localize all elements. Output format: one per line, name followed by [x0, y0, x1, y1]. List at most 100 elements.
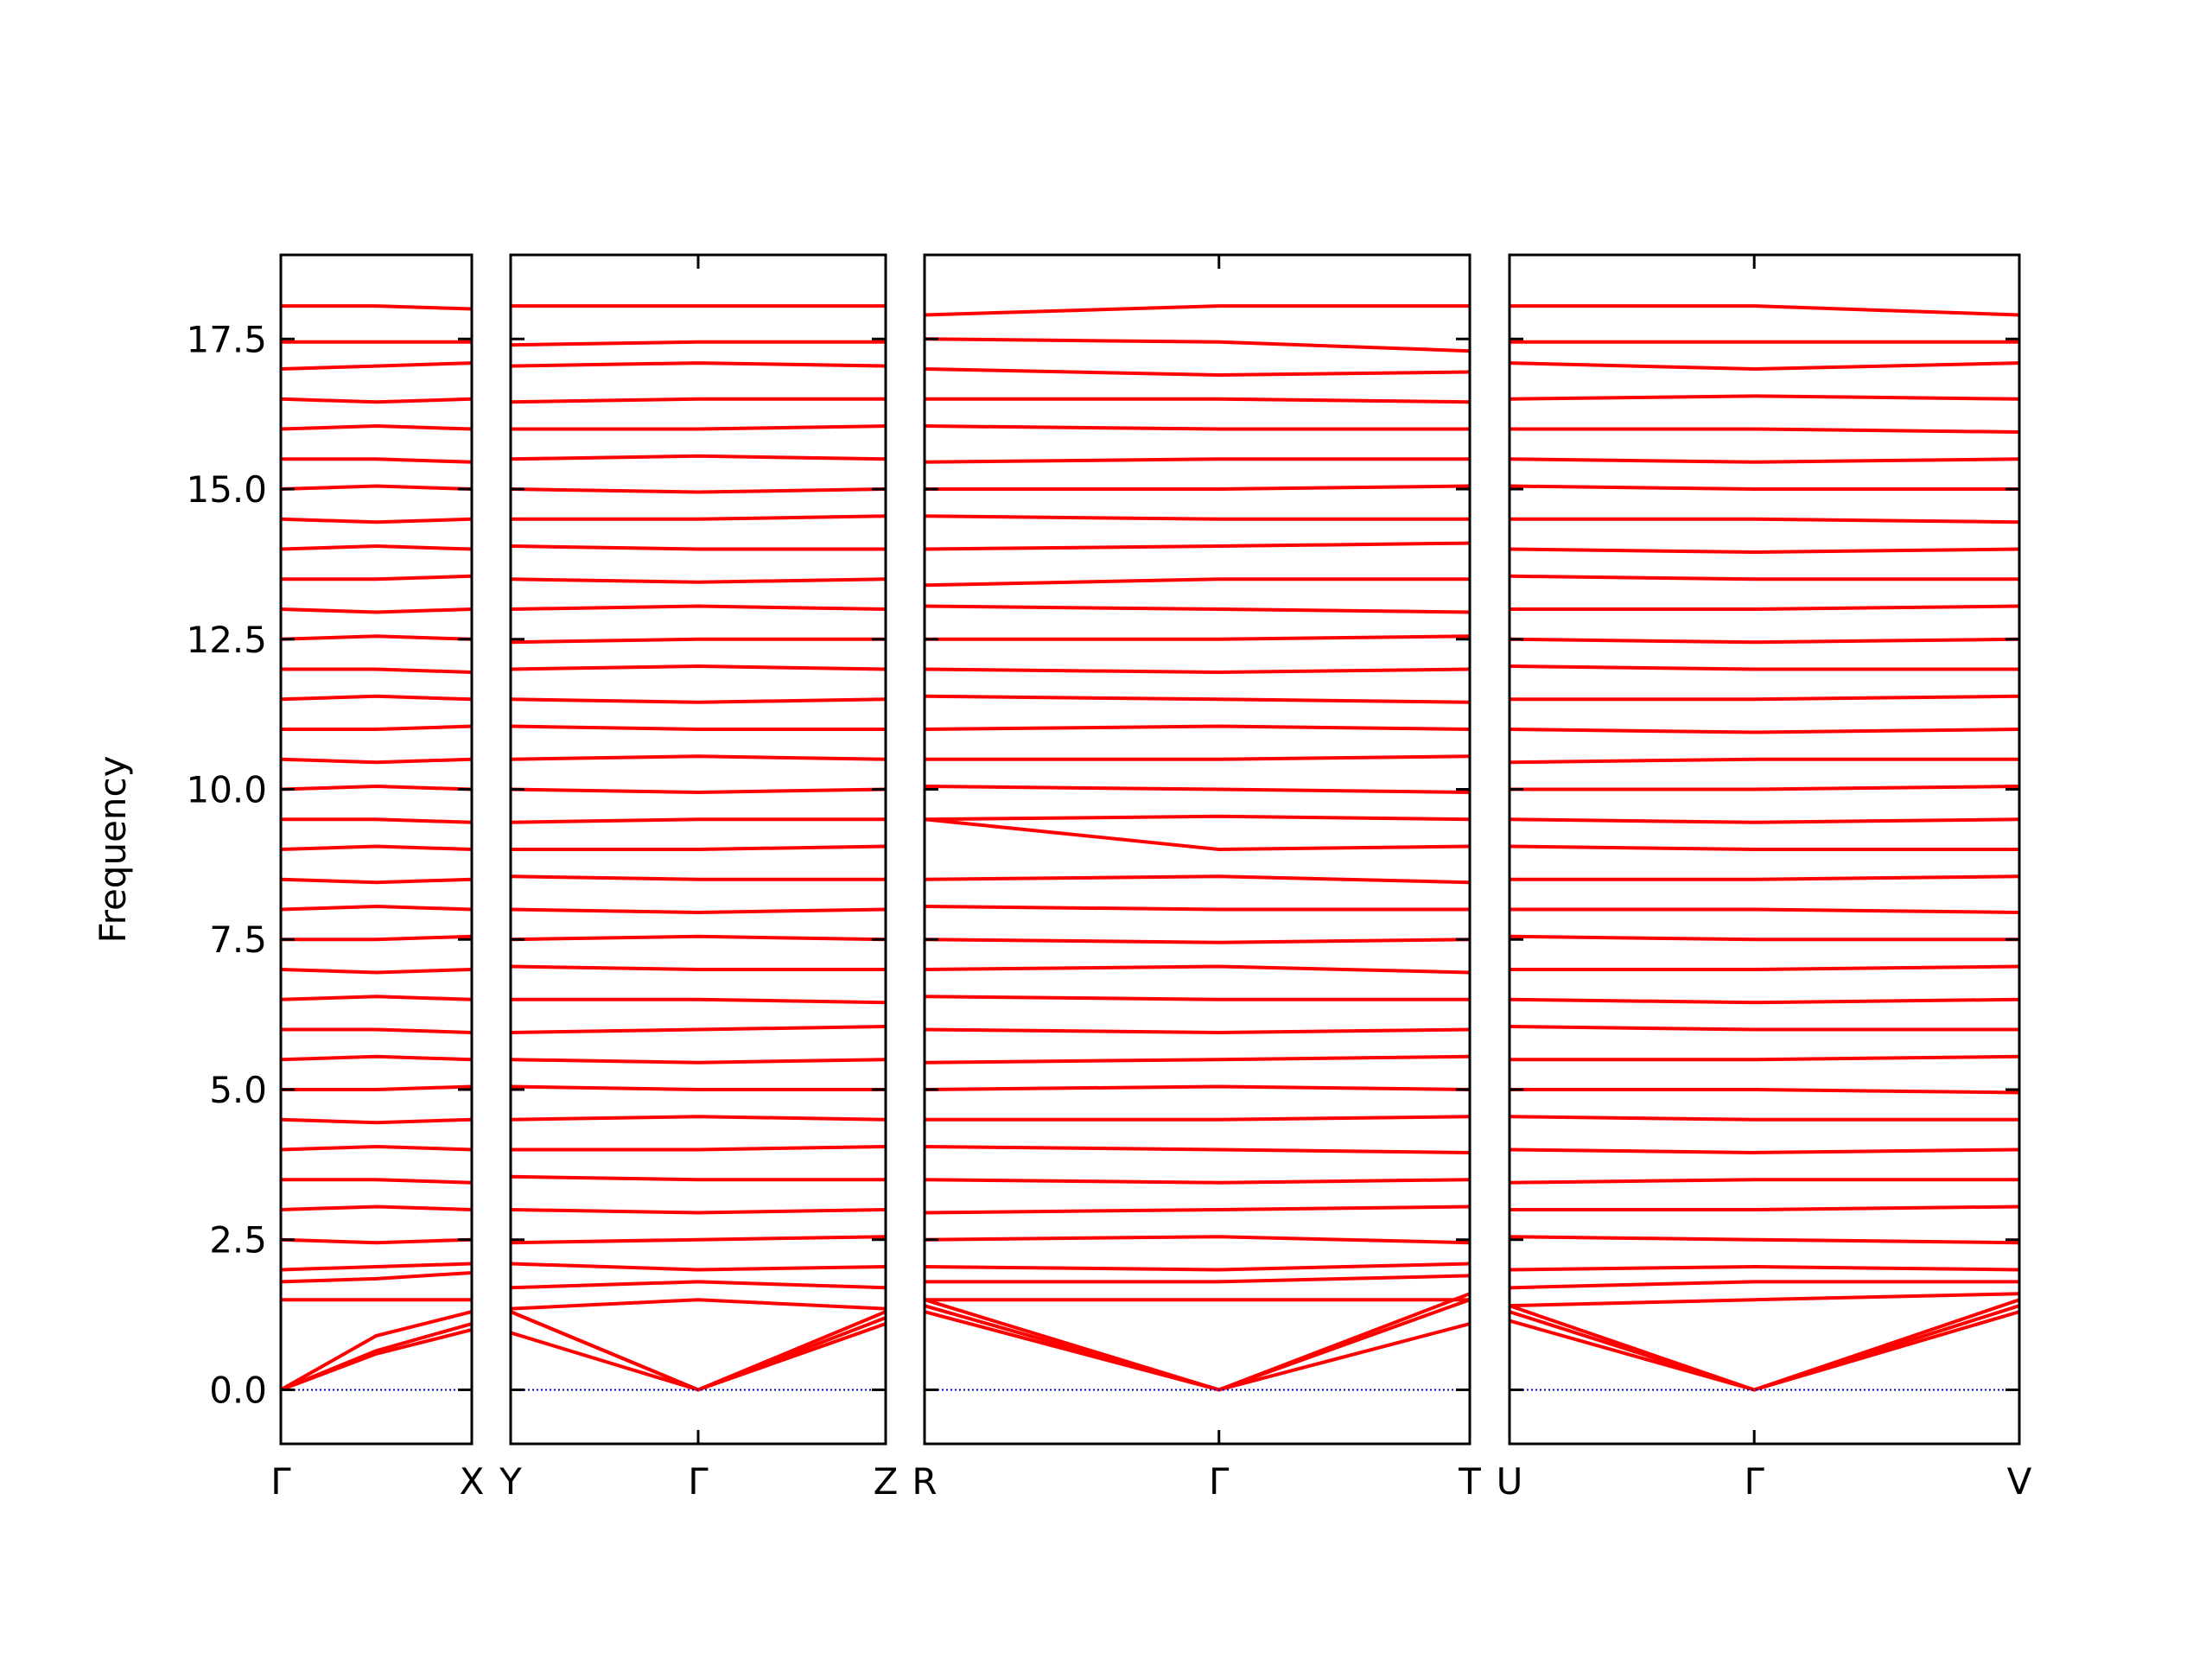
band-line — [925, 1205, 1470, 1215]
band-line — [1510, 637, 2019, 645]
band-line — [511, 454, 886, 461]
band-line — [281, 724, 472, 732]
band-line — [511, 907, 886, 914]
band-line — [1510, 427, 2019, 435]
band-line — [511, 637, 886, 645]
x-tick-label: X — [460, 1460, 485, 1503]
band-line — [511, 1025, 886, 1034]
plot-area — [925, 304, 1470, 1392]
x-tick-label: T — [1458, 1460, 1481, 1503]
band-line — [925, 938, 1470, 944]
band-line — [925, 817, 1470, 852]
band-line — [281, 1328, 472, 1392]
band-line — [281, 544, 472, 551]
band-line — [925, 785, 1470, 794]
band-line — [511, 874, 886, 881]
band-line — [1510, 1147, 2019, 1154]
band-line — [281, 634, 472, 641]
band-line — [925, 337, 1470, 353]
band-line — [925, 905, 1470, 912]
band-line — [511, 1280, 886, 1290]
band-line — [1510, 844, 2019, 851]
band-line — [1510, 964, 2019, 971]
band-line — [281, 1205, 472, 1211]
band-line — [281, 361, 472, 372]
x-tick-label: Y — [499, 1460, 522, 1503]
x-tick-label: Γ — [1209, 1460, 1230, 1503]
band-line — [1510, 757, 2019, 765]
band-line — [1510, 304, 2019, 317]
band-line — [511, 1262, 886, 1272]
band-line — [1510, 874, 2019, 881]
y-tick-label: 2.5 — [209, 1219, 267, 1262]
band-line — [925, 1054, 1470, 1065]
band-line — [511, 487, 886, 494]
band-line — [511, 1084, 886, 1091]
band-line — [1510, 785, 2019, 791]
band-line — [511, 934, 886, 942]
band-line — [925, 457, 1470, 464]
x-tick-label: U — [1497, 1460, 1523, 1503]
band-line — [281, 457, 472, 464]
band-line — [511, 964, 886, 971]
band-line — [281, 1270, 472, 1284]
band-line — [511, 424, 886, 431]
band-line — [925, 1115, 1470, 1122]
band-line — [925, 604, 1470, 614]
y-tick-label: 0.0 — [209, 1369, 267, 1411]
plot-area — [511, 304, 886, 1392]
band-line — [1510, 1280, 2019, 1290]
band-line — [281, 877, 472, 885]
band-line — [281, 694, 472, 702]
plot-area — [1510, 304, 2019, 1392]
band-line — [511, 1207, 886, 1215]
band-line — [1510, 484, 2019, 492]
band-line — [1510, 817, 2019, 824]
band-line — [925, 1274, 1470, 1284]
band-line — [511, 1298, 886, 1311]
band-line — [281, 424, 472, 431]
band-line — [1510, 1310, 2019, 1392]
band-line — [511, 1115, 886, 1122]
band-line — [925, 424, 1470, 431]
band-line — [511, 514, 886, 521]
band-line — [281, 995, 472, 1001]
band-line — [281, 1310, 472, 1392]
band-line — [1510, 1087, 2019, 1095]
band-line — [511, 754, 886, 761]
panel-frame — [1508, 253, 2021, 1446]
band-line — [925, 1027, 1470, 1034]
band-line — [281, 304, 472, 311]
x-tick-label: Γ — [270, 1460, 291, 1503]
plot-area — [281, 304, 472, 1392]
band-line — [1510, 1292, 2019, 1308]
band-line — [925, 874, 1470, 885]
band-line — [925, 694, 1470, 704]
band-line — [281, 397, 472, 404]
panel-frame — [279, 253, 474, 1446]
band-line — [925, 995, 1470, 1001]
band-line — [1510, 1025, 2019, 1032]
band-line — [925, 304, 1470, 317]
band-line — [281, 484, 472, 492]
band-line — [511, 397, 886, 404]
x-tick-label: R — [912, 1460, 937, 1503]
band-line — [925, 814, 1470, 822]
band-line — [511, 997, 886, 1005]
band-line — [1510, 1235, 2019, 1245]
band-line — [1510, 1264, 2019, 1272]
band-line — [925, 514, 1470, 521]
band-line — [925, 724, 1470, 732]
y-tick-label: 5.0 — [209, 1069, 267, 1111]
band-line — [925, 964, 1470, 975]
y-tick-label: 17.5 — [186, 318, 267, 360]
band-line — [1510, 547, 2019, 555]
band-line — [1510, 604, 2019, 612]
band-line — [1510, 574, 2019, 582]
y-axis-label: Frequency — [92, 756, 134, 944]
band-line — [925, 484, 1470, 492]
band-line — [1510, 457, 2019, 464]
band-line — [925, 1178, 1470, 1185]
band-line — [511, 844, 886, 851]
